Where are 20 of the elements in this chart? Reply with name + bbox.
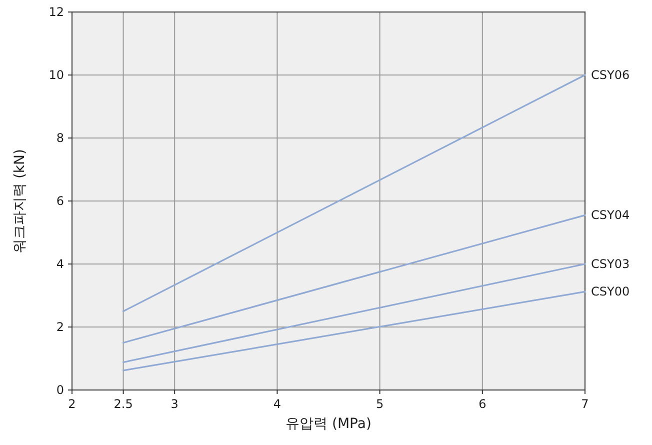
x-tick-label: 6 bbox=[478, 397, 486, 411]
y-tick-label: 6 bbox=[56, 194, 64, 208]
y-axis-title: 워크파지력 (kN) bbox=[12, 149, 28, 253]
x-tick-label: 4 bbox=[273, 397, 282, 411]
x-tick-label: 2 bbox=[68, 397, 76, 411]
series-label: CSY00 bbox=[591, 284, 630, 299]
y-tick-label: 0 bbox=[56, 383, 64, 397]
x-tick-label: 7 bbox=[581, 397, 589, 411]
x-tick-label: 5 bbox=[376, 397, 384, 411]
x-tick-label: 3 bbox=[170, 397, 178, 411]
y-tick-label: 8 bbox=[56, 131, 64, 145]
y-tick-label: 2 bbox=[56, 320, 64, 334]
x-axis-title: 유압력 (MPa) bbox=[286, 416, 372, 432]
y-tick-label: 10 bbox=[48, 68, 64, 82]
y-tick-label: 12 bbox=[48, 5, 64, 19]
y-tick-label: 4 bbox=[56, 257, 64, 271]
x-tick-label: 2.5 bbox=[114, 397, 133, 411]
series-label: CSY04 bbox=[591, 208, 630, 222]
series-label: CSY06 bbox=[591, 68, 630, 82]
series-label: CSY03 bbox=[591, 257, 630, 271]
